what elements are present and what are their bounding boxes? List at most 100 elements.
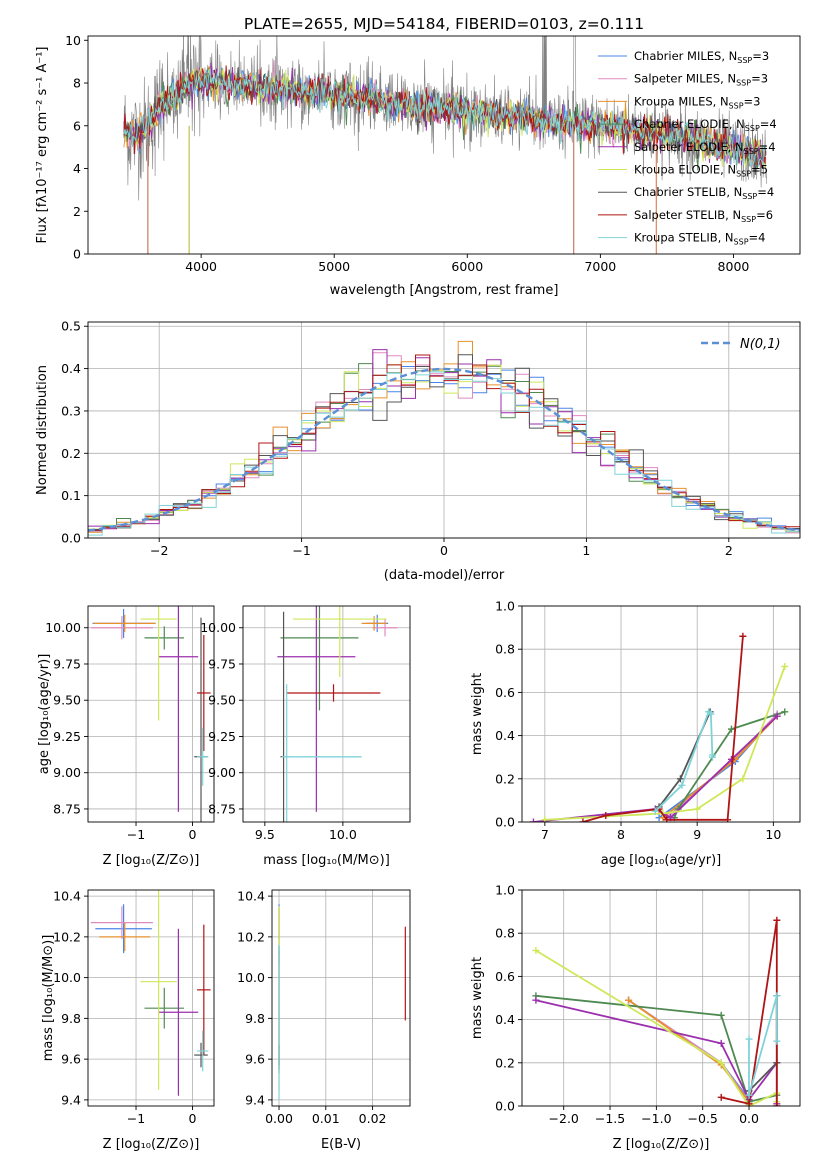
tick-label-y: 9.4 [61,1092,81,1107]
plot-area-mass_vs_EBV [278,904,406,1100]
tick-label-y: 0.8 [495,642,515,657]
frame-weight_vs_age: 7 8 9 10 0.0 0.2 0.4 0.6 0.8 1.0 age [log₁₀(age/yr… [470,599,801,868]
weight-line [658,711,711,808]
weight-marker [727,725,735,733]
weight-marker [745,1091,753,1099]
axes-spectrum [123,36,767,254]
plot-area-residuals [88,340,800,538]
frame-mass_vs_Z: −1 0 9.4 9.6 9.8 10.0 10.2 10.4 Z [log₁₀(Z/Z⊙)] m… [41,889,215,1152]
weight-line [654,710,714,812]
weight-marker [678,781,686,789]
frame-spectrum: 4000 5000 6000 7000 8000 0 2 4 6 8 10 wavelength [A… [35,33,801,298]
tick-label-y: 0.4 [495,1012,515,1027]
weight-marker [663,816,671,822]
y-axis-label: mass [log₁₀(M/M⊙)] [41,935,56,1062]
tick-label-y: 8 [73,76,81,91]
weight-marker [717,1039,725,1047]
tick-label-y: 9.8 [245,1011,265,1026]
legend-label: Kroupa ELODIE, NSSP=5 [634,163,768,179]
tick-label-x: 5000 [318,259,350,274]
weight-marker [739,632,747,640]
tick-label-y: 0 [73,247,81,262]
tick-label-x: 9 [693,827,701,842]
tick-label-y: 10.00 [45,620,81,635]
axes-weight_vs_age [522,605,800,823]
tick-label-x: 0 [189,1111,197,1126]
weight-marker [781,662,789,670]
tick-label-y: 9.75 [53,656,81,671]
y-axis-label: Flux [fλ10⁻¹⁷ erg cm⁻² s⁻¹ A⁻¹] [35,47,50,244]
plot-area-spectrum [123,36,767,254]
tick-label-x: 0.00 [265,1111,293,1126]
tick-label-x: 10 [765,827,781,842]
model-spectrum-line [123,67,766,168]
legend-label: Chabrier ELODIE, NSSP=4 [634,117,777,133]
tick-label-y: 9.4 [245,1092,265,1107]
tick-label-y: 10.2 [53,929,81,944]
weight-marker [717,1011,725,1019]
y-axis-label: mass weight [470,673,485,755]
axes-frame [242,605,411,823]
x-axis-label: Z [log₁₀(Z/Z⊙)] [613,1137,710,1152]
x-axis-label: Z [log₁₀(Z/Z⊙)] [103,853,200,868]
axes-weight_vs_Z [522,889,800,1107]
weight-marker [707,710,715,718]
tick-label-x: −2.0 [549,1111,579,1126]
plot-area-weight_vs_age [529,632,789,822]
tick-label-y: 8.75 [53,801,81,816]
legend-label: Kroupa MILES, NSSP=3 [634,94,760,110]
tick-label-y: 10.4 [237,889,265,904]
tick-label-x: 0 [189,827,197,842]
frame-residuals: −2 −1 0 1 2 0.0 0.1 0.2 0.3 0.4 0.5 (data-model)/er… [35,319,801,583]
weight-marker [625,996,633,1004]
tick-label-y: 9.6 [61,1052,81,1067]
weight-line [535,994,778,1103]
weight-marker [717,1059,725,1067]
tick-label-y: 0.5 [61,319,81,334]
tick-label-x: −1.0 [641,1111,671,1126]
x-axis-label: Z [log₁₀(Z/Z⊙)] [103,1137,200,1152]
weight-marker [773,1102,781,1106]
weight-marker [529,818,537,822]
weight-marker [717,1093,725,1101]
weight-marker [693,805,701,813]
axes-frame [521,889,801,1107]
plot-area-age_vs_Z [90,606,211,822]
weight-marker [739,775,747,783]
tick-label-x: 0.01 [312,1111,340,1126]
tick-label-y: 9.25 [53,729,81,744]
tick-label-y: 9.00 [53,765,81,780]
tick-label-y: 10.00 [200,620,236,635]
tick-label-y: 9.25 [208,729,236,744]
tick-label-y: 0.2 [495,771,515,786]
tick-label-y: 6 [73,118,81,133]
legend-label: Kroupa STELIB, NSSP=4 [634,231,765,247]
legend-label: N(0,1) [740,337,781,352]
weight-marker [651,807,659,815]
tick-label-x: 4000 [185,259,217,274]
tick-label-x: −2 [150,543,168,558]
tick-label-y: 0.0 [495,815,515,830]
tick-label-x: −1 [127,827,145,842]
weight-marker [773,712,781,720]
tick-label-y: 0.0 [61,531,81,546]
tick-label-y: 9.50 [208,693,236,708]
tick-label-y: 10.4 [53,889,81,904]
tick-label-x: 10.0 [329,827,357,842]
tick-label-x: 2 [725,543,733,558]
weight-marker [532,946,540,954]
weight-marker [773,992,781,1000]
tick-label-x: 7000 [584,259,616,274]
tick-label-y: 0.3 [61,403,81,418]
tick-label-x: 0.0 [739,1111,759,1126]
legend-label: Chabrier MILES, NSSP=3 [634,49,769,65]
tick-label-y: 0.8 [495,926,515,941]
tick-label-x: 1 [582,543,590,558]
x-axis-label: (data-model)/error [384,568,505,583]
figure-title: PLATE=2655, MJD=54184, FIBERID=0103, z=0… [244,15,644,33]
tick-label-y: 1.0 [495,883,515,898]
tick-label-x: −0.5 [688,1111,718,1126]
x-axis-label: E(B-V) [321,1137,361,1152]
axes-mass_vs_EBV [272,890,410,1106]
